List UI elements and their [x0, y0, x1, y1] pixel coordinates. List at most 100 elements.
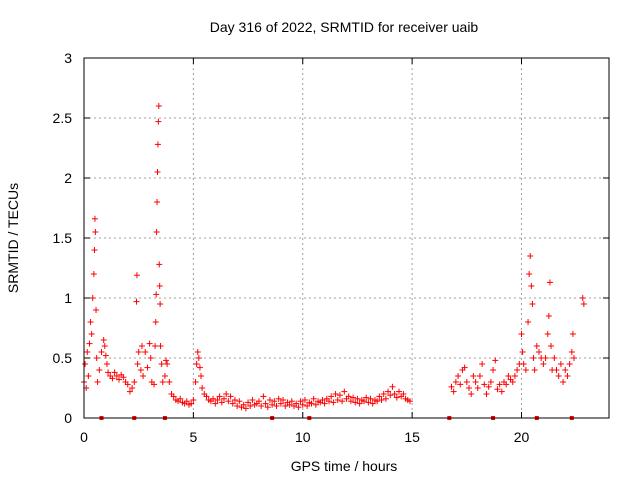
x-tick-label: 20	[514, 429, 530, 445]
data-point	[183, 398, 190, 405]
data-point	[155, 103, 162, 109]
data-point	[304, 403, 311, 409]
data-point	[188, 400, 195, 407]
data-point	[553, 367, 560, 373]
data-point	[490, 367, 497, 373]
data-point	[88, 331, 95, 337]
data-points	[81, 103, 587, 412]
data-point	[361, 398, 367, 405]
x-tick-label: 5	[189, 429, 197, 445]
data-point	[363, 394, 370, 401]
data-point	[496, 381, 503, 388]
data-point	[479, 361, 486, 367]
data-point	[494, 386, 501, 393]
chart-title: Day 316 of 2022, SRMTID for receiver uai…	[210, 19, 479, 35]
data-point	[483, 391, 490, 397]
data-point	[212, 400, 219, 407]
x-tick-label: 0	[80, 429, 88, 445]
data-point	[170, 393, 177, 400]
data-point	[193, 361, 200, 367]
data-point	[210, 395, 217, 402]
data-point	[137, 367, 144, 373]
data-point	[214, 397, 221, 403]
data-point	[564, 373, 571, 379]
data-point	[566, 361, 573, 367]
data-point	[234, 403, 241, 409]
data-point	[138, 343, 145, 349]
data-point	[271, 398, 278, 405]
data-point	[282, 403, 289, 409]
data-point	[152, 319, 159, 325]
data-point	[503, 381, 510, 388]
data-point	[568, 349, 575, 355]
data-point	[229, 400, 236, 407]
data-point	[387, 392, 394, 399]
data-point	[101, 343, 108, 349]
data-point	[102, 352, 109, 359]
data-point	[116, 376, 122, 383]
data-point	[448, 383, 455, 390]
data-point	[369, 400, 376, 407]
data-point	[221, 395, 227, 402]
data-point	[163, 357, 170, 364]
data-point	[227, 393, 234, 400]
data-point	[247, 403, 254, 409]
data-point	[91, 247, 98, 253]
data-point	[156, 261, 163, 268]
data-point	[356, 400, 363, 407]
data-point	[94, 379, 101, 385]
data-point	[580, 301, 587, 307]
data-point	[100, 337, 107, 343]
data-point	[161, 373, 168, 379]
data-point	[376, 393, 383, 400]
data-point	[120, 374, 127, 381]
data-point	[151, 381, 157, 388]
data-point	[562, 367, 569, 373]
data-point	[452, 379, 459, 385]
y-axis-ticks: 0 0.5 1 1.5 2 2.5 3	[53, 50, 609, 426]
data-point	[103, 361, 110, 367]
data-point	[297, 398, 304, 405]
data-point	[514, 367, 521, 373]
data-point	[264, 404, 271, 411]
data-point	[249, 397, 256, 403]
data-point	[336, 392, 343, 399]
data-point	[321, 400, 328, 407]
data-point	[126, 388, 133, 395]
data-point	[152, 343, 159, 349]
data-point	[164, 361, 171, 367]
data-point	[85, 373, 92, 379]
data-point	[190, 397, 197, 403]
data-point	[518, 331, 525, 337]
data-point	[133, 272, 140, 279]
data-point	[109, 375, 116, 382]
data-point	[98, 349, 105, 355]
data-point	[96, 367, 103, 373]
data-point	[536, 349, 542, 355]
data-point	[530, 355, 537, 361]
data-point	[84, 349, 91, 355]
data-point	[195, 355, 202, 361]
data-point	[277, 400, 284, 407]
data-point	[560, 379, 567, 385]
data-point	[124, 381, 131, 388]
data-point	[275, 395, 282, 402]
data-point	[485, 383, 492, 390]
data-point	[93, 355, 100, 361]
data-point	[258, 403, 265, 409]
data-point	[520, 361, 527, 367]
data-point	[509, 379, 516, 385]
data-point	[273, 403, 280, 409]
data-point	[153, 229, 160, 235]
data-point	[548, 343, 555, 349]
data-point	[157, 301, 164, 307]
data-point	[481, 381, 488, 388]
data-point	[192, 379, 199, 385]
data-point	[308, 400, 315, 407]
data-point	[382, 395, 389, 402]
data-point	[347, 398, 354, 405]
data-point	[519, 349, 526, 355]
data-point	[406, 398, 413, 405]
data-point	[216, 393, 223, 400]
data-point	[571, 355, 577, 361]
